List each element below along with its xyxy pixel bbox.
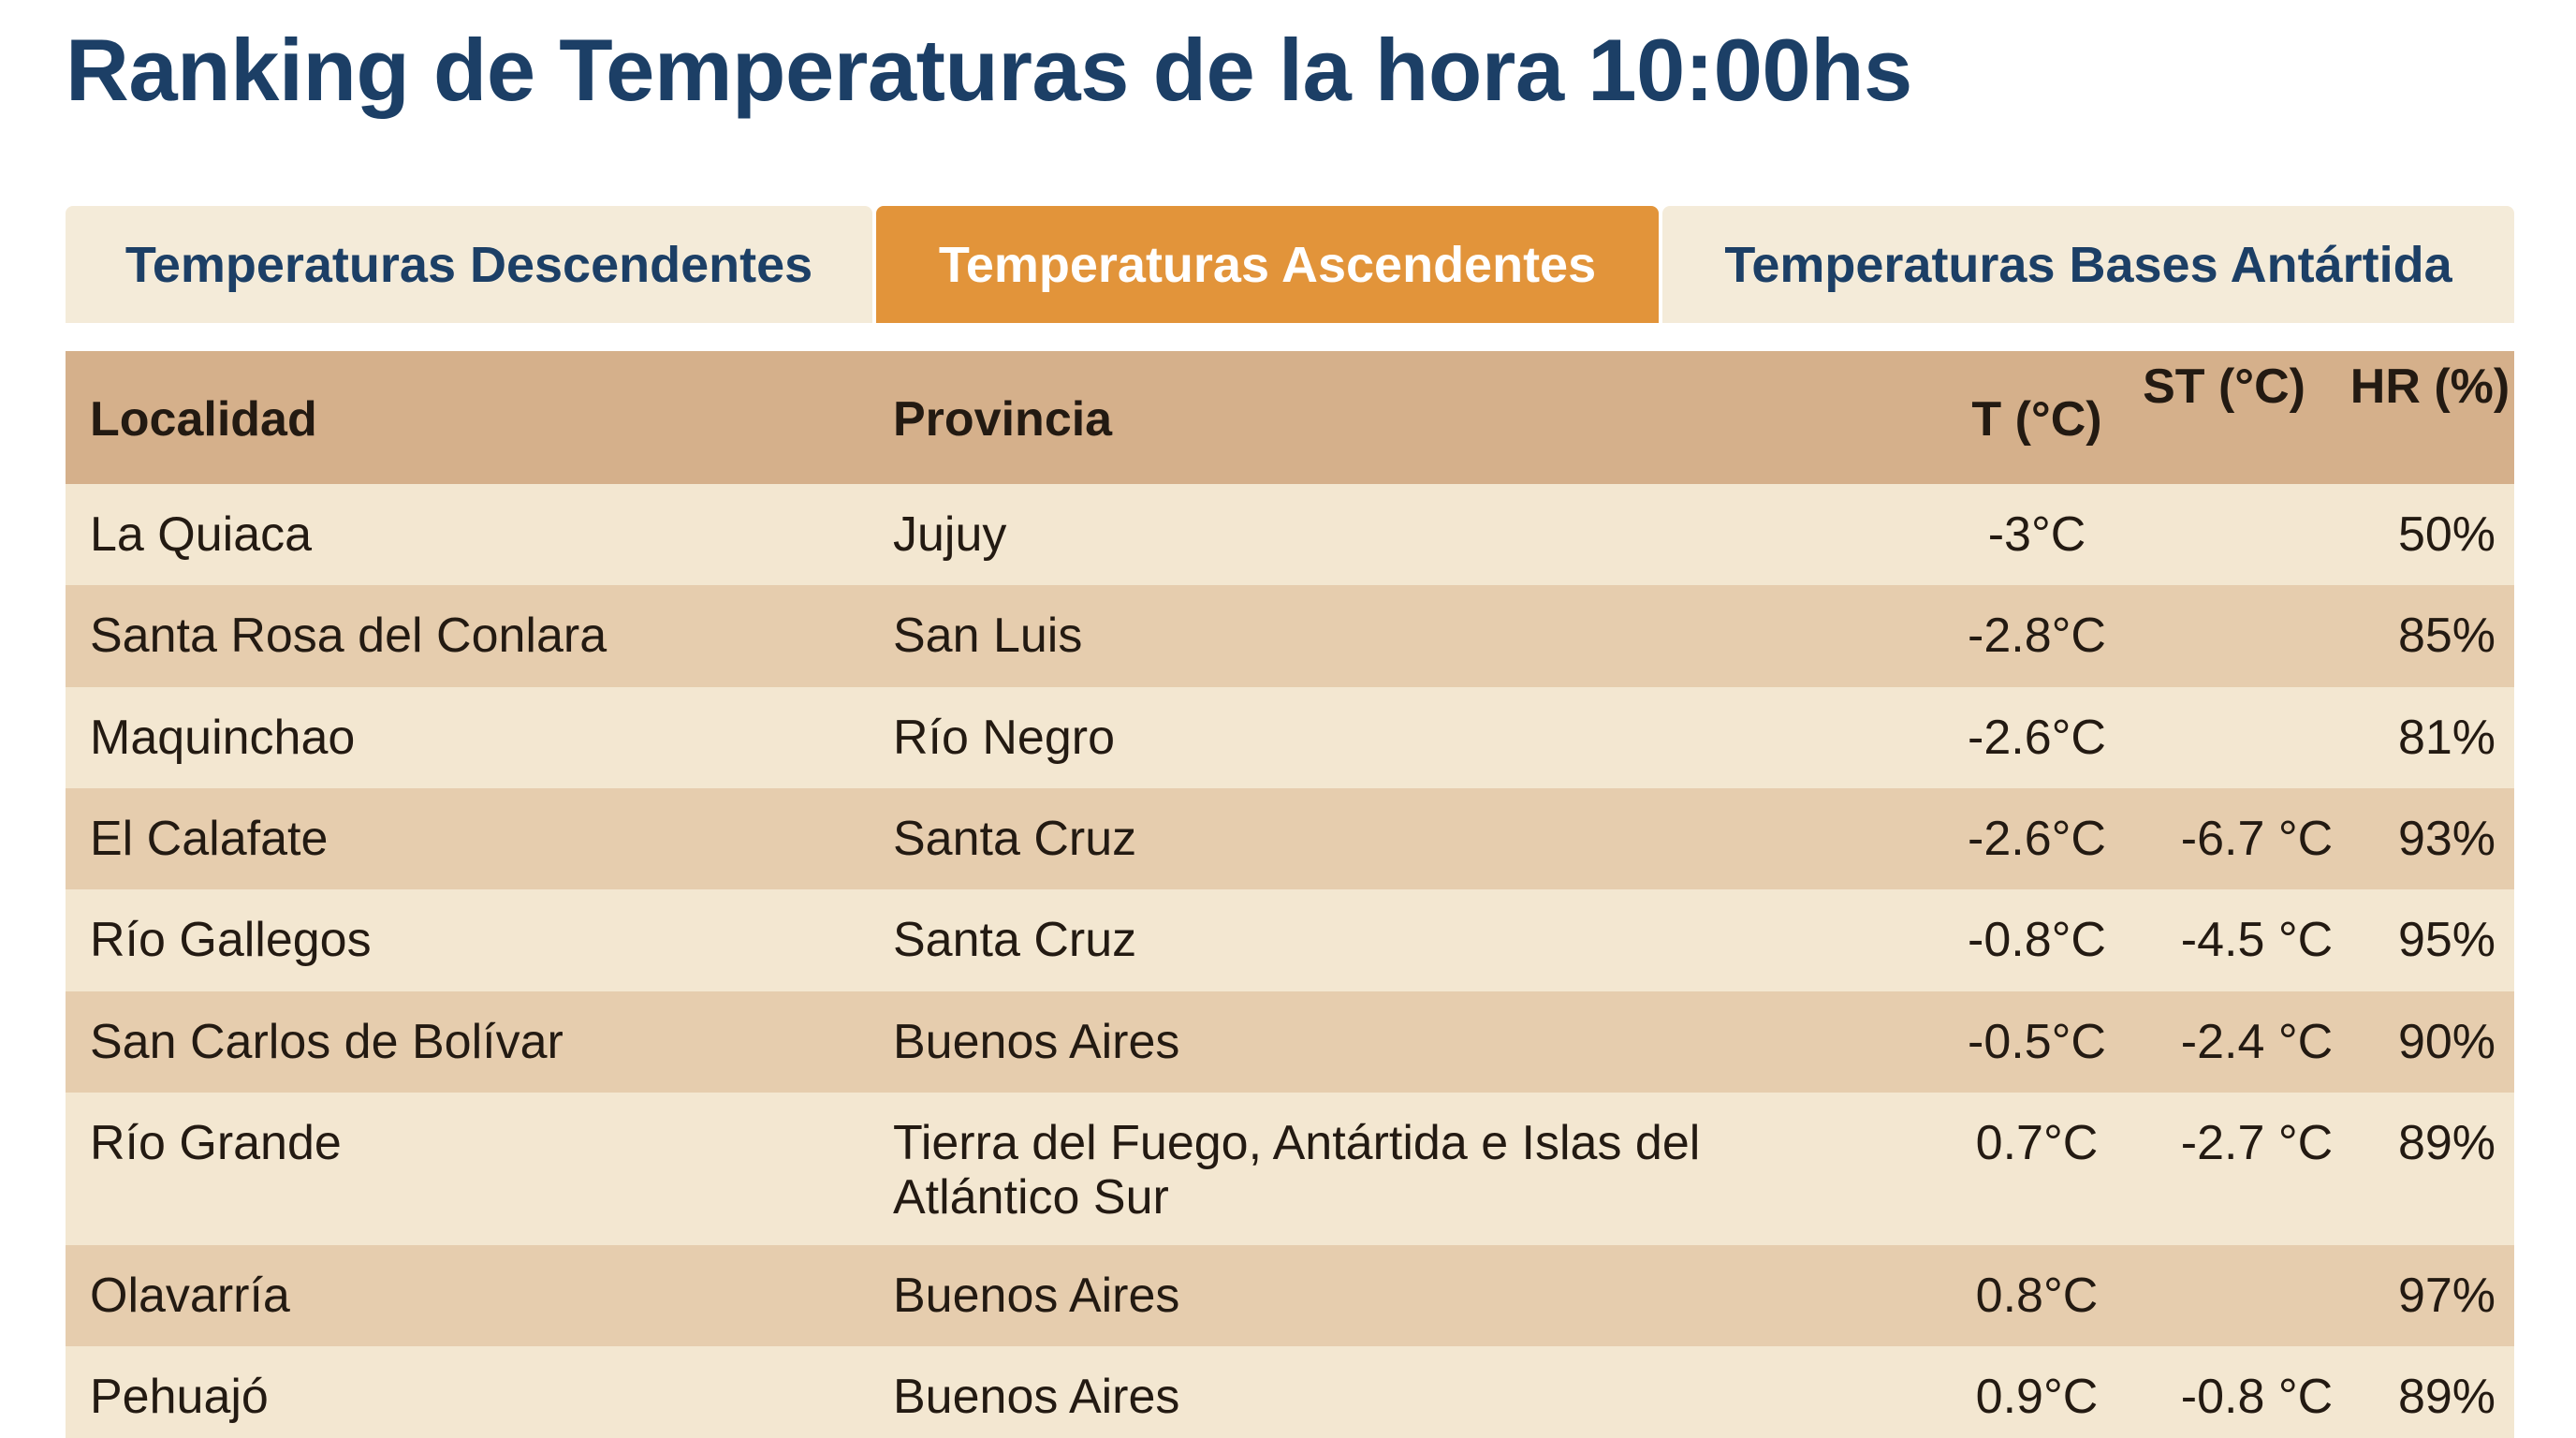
cell-temperatura: 0.8°C [1975,1269,2099,1323]
cell-humedad: 81% [2397,711,2496,765]
header-localidad[interactable]: Localidad [90,392,317,447]
cell-localidad: San Carlos de Bolívar [90,1015,564,1069]
header-provincia[interactable]: Provincia [893,392,1113,447]
cell-sensacion-termica: -2.7 °C [2180,1116,2334,1170]
cell-localidad: Río Gallegos [90,913,372,967]
cell-temperatura: -3°C [1987,507,2086,562]
cell-temperatura: -2.8°C [1968,609,2106,663]
cell-provincia: Tierra del Fuego, Antártida e Islas del … [893,1116,1701,1225]
cell-temperatura: -2.6°C [1968,711,2106,765]
cell-humedad: 85% [2397,609,2496,663]
table-row: Pehuajó Buenos Aires 0.9°C -0.8 °C 89% [66,1346,2514,1438]
cell-provincia: Jujuy [893,507,1007,562]
tab-temperaturas-ascendentes[interactable]: Temperaturas Ascendentes [876,206,1659,323]
page-title: Ranking de Temperaturas de la hora 10:00… [66,21,1912,119]
cell-provincia: Buenos Aires [893,1370,1180,1424]
cell-humedad: 89% [2397,1116,2496,1170]
header-temperatura[interactable]: T (°C) [1971,392,2102,447]
cell-humedad: 50% [2397,507,2496,562]
cell-temperatura: -0.8°C [1968,913,2106,967]
cell-sensacion-termica: -4.5 °C [2180,913,2334,967]
cell-localidad: El Calafate [90,812,329,866]
table-row: San Carlos de Bolívar Buenos Aires -0.5°… [66,991,2514,1093]
cell-provincia: Santa Cruz [893,913,1137,967]
cell-sensacion-termica: -2.4 °C [2180,1015,2334,1069]
cell-provincia: Río Negro [893,711,1115,765]
cell-sensacion-termica: -6.7 °C [2180,812,2334,866]
table-row: Río Gallegos Santa Cruz -0.8°C -4.5 °C 9… [66,889,2514,991]
tab-temperaturas-bases-antartida[interactable]: Temperaturas Bases Antártida [1662,206,2514,323]
cell-humedad: 93% [2397,812,2496,866]
cell-localidad: Pehuajó [90,1370,269,1424]
cell-provincia: San Luis [893,609,1083,663]
cell-localidad: Santa Rosa del Conlara [90,609,607,663]
table-row: Santa Rosa del Conlara San Luis -2.8°C 8… [66,585,2514,687]
table-row: Olavarría Buenos Aires 0.8°C 97% [66,1245,2514,1346]
cell-humedad: 95% [2397,913,2496,967]
cell-provincia: Santa Cruz [893,812,1137,866]
cell-localidad: Río Grande [90,1116,342,1170]
table-header-row: Localidad Provincia T (°C) ST (°C) HR (%… [66,351,2514,484]
tab-bar: Temperaturas Descendentes Temperaturas A… [66,206,2514,323]
cell-localidad: Maquinchao [90,711,356,765]
cell-temperatura: 0.9°C [1975,1370,2099,1424]
header-humedad-relativa[interactable]: HR (%) [2349,360,2510,414]
tab-temperaturas-descendentes[interactable]: Temperaturas Descendentes [66,206,872,323]
table-row: Río Grande Tierra del Fuego, Antártida e… [66,1093,2514,1245]
ranking-table: Localidad Provincia T (°C) ST (°C) HR (%… [66,351,2514,1438]
cell-humedad: 90% [2397,1015,2496,1069]
cell-localidad: Olavarría [90,1269,290,1323]
cell-sensacion-termica: -0.8 °C [2180,1370,2334,1424]
cell-temperatura: -0.5°C [1968,1015,2106,1069]
header-sensacion-termica[interactable]: ST (°C) [2143,360,2305,414]
cell-provincia: Buenos Aires [893,1269,1180,1323]
cell-provincia: Buenos Aires [893,1015,1180,1069]
cell-humedad: 97% [2397,1269,2496,1323]
table-row: El Calafate Santa Cruz -2.6°C -6.7 °C 93… [66,788,2514,889]
cell-humedad: 89% [2397,1370,2496,1424]
cell-localidad: La Quiaca [90,507,313,562]
table-row: Maquinchao Río Negro -2.6°C 81% [66,687,2514,788]
cell-temperatura: -2.6°C [1968,812,2106,866]
cell-temperatura: 0.7°C [1975,1116,2099,1170]
table-row: La Quiaca Jujuy -3°C 50% [66,484,2514,585]
